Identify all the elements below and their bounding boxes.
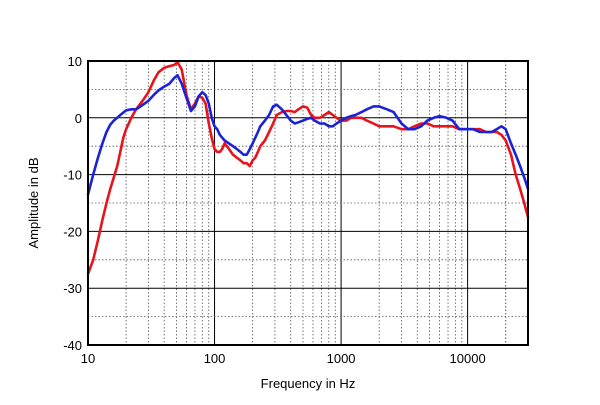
y-tick-label: 10 [68,54,82,69]
chart-series [86,60,530,276]
y-tick-label: 0 [75,111,82,126]
x-tick-label: 1000 [327,351,356,366]
x-tick-label: 10000 [450,351,486,366]
plot-frame [87,60,529,346]
y-tick-label: -30 [63,281,82,296]
series-line-1 [86,60,530,276]
y-axis-label: Amplitude in dB [26,157,41,248]
x-axis-label: Frequency in Hz [261,376,356,391]
x-tick-label: 100 [204,351,226,366]
chart-grid [88,61,528,345]
y-tick-label: -10 [63,168,82,183]
y-tick-label: -20 [63,224,82,239]
y-tick-label: -40 [63,338,82,353]
x-tick-label: 10 [81,351,95,366]
series-line-2 [86,73,530,196]
